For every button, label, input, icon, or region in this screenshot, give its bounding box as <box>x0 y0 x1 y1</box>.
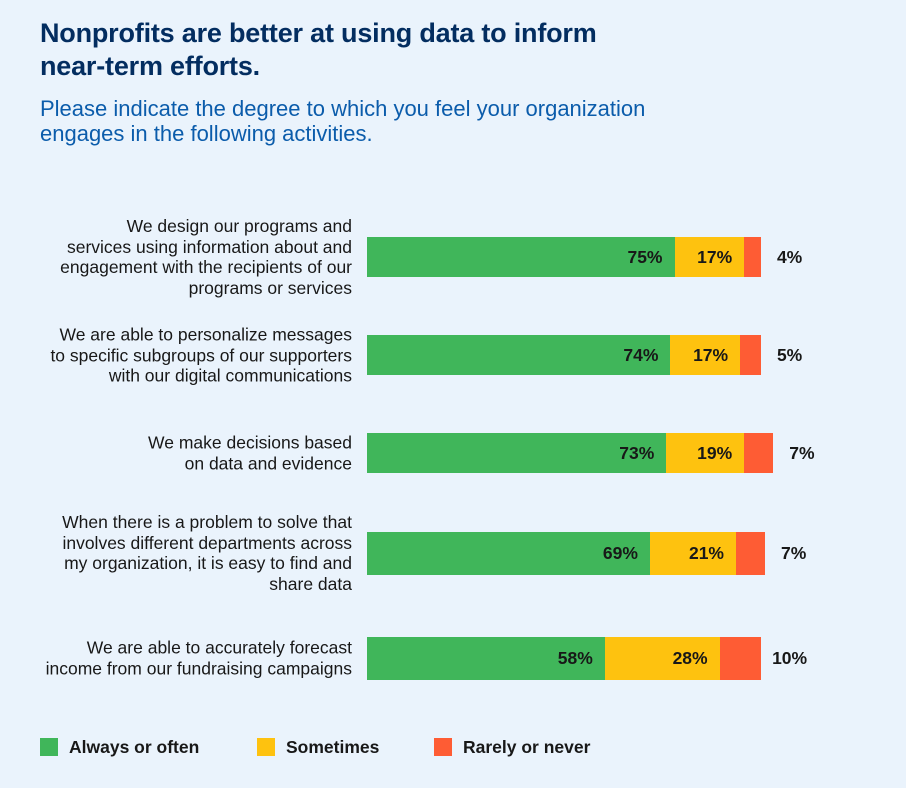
legend-swatch-always-or-often <box>40 738 58 756</box>
category-label: We make decisions based on data and evid… <box>148 432 352 474</box>
legend-label: Always or often <box>69 736 200 757</box>
bar-segment-always-or-often <box>367 433 667 473</box>
data-label: 7% <box>789 443 815 463</box>
page-title: Nonprofits are better at using data to i… <box>40 18 597 81</box>
bar-segment-sometimes <box>604 636 720 680</box>
category-label: We are able to accurately forecast incom… <box>45 637 352 679</box>
data-label: 4% <box>776 247 803 267</box>
bar-segment-sometimes <box>649 531 736 575</box>
bar-segment-rarely-or-never <box>719 636 761 680</box>
bar-segment-rarely-or-never <box>744 237 761 277</box>
bar-segment-sometimes <box>674 237 745 277</box>
bar-segment-rarely-or-never <box>740 335 761 375</box>
data-label: 58% <box>557 648 593 668</box>
category-label: We design our programs and services usin… <box>60 216 352 298</box>
legend-item-always-or-often: Always or often <box>40 736 200 757</box>
legend-label: Rarely or never <box>463 736 591 757</box>
bar-segment-rarely-or-never <box>736 531 765 575</box>
category-label: We are able to personalize messages to s… <box>50 324 352 386</box>
legend-swatch-rarely-or-never <box>434 738 452 756</box>
bar-segment-always-or-often <box>367 237 675 277</box>
bar-segment-always-or-often <box>367 636 605 680</box>
data-label: 10% <box>772 648 808 668</box>
data-label: 74% <box>623 345 659 365</box>
data-label: 17% <box>693 345 729 365</box>
data-label: 28% <box>672 648 708 668</box>
legend-item-sometimes: Sometimes <box>257 736 380 757</box>
data-label: 17% <box>697 247 733 267</box>
data-label: 69% <box>602 543 638 563</box>
bar-segment-rarely-or-never <box>744 433 773 473</box>
data-label: 21% <box>688 543 724 563</box>
data-label: 19% <box>697 443 733 463</box>
legend-swatch-sometimes <box>257 738 275 756</box>
bar-segment-sometimes <box>666 433 745 473</box>
legend-label: Sometimes <box>286 736 380 757</box>
bar-segment-sometimes <box>670 335 741 375</box>
category-label: When there is a problem to solve that in… <box>62 512 352 594</box>
data-label: 73% <box>619 443 655 463</box>
bar-segment-always-or-often <box>367 531 650 575</box>
legend-item-rarely-or-never: Rarely or never <box>434 736 591 757</box>
page-subtitle: Please indicate the degree to which you … <box>40 96 646 146</box>
data-label: 75% <box>627 247 663 267</box>
data-label: 5% <box>776 345 803 365</box>
bar-segment-always-or-often <box>367 335 671 375</box>
data-label: 7% <box>781 543 807 563</box>
